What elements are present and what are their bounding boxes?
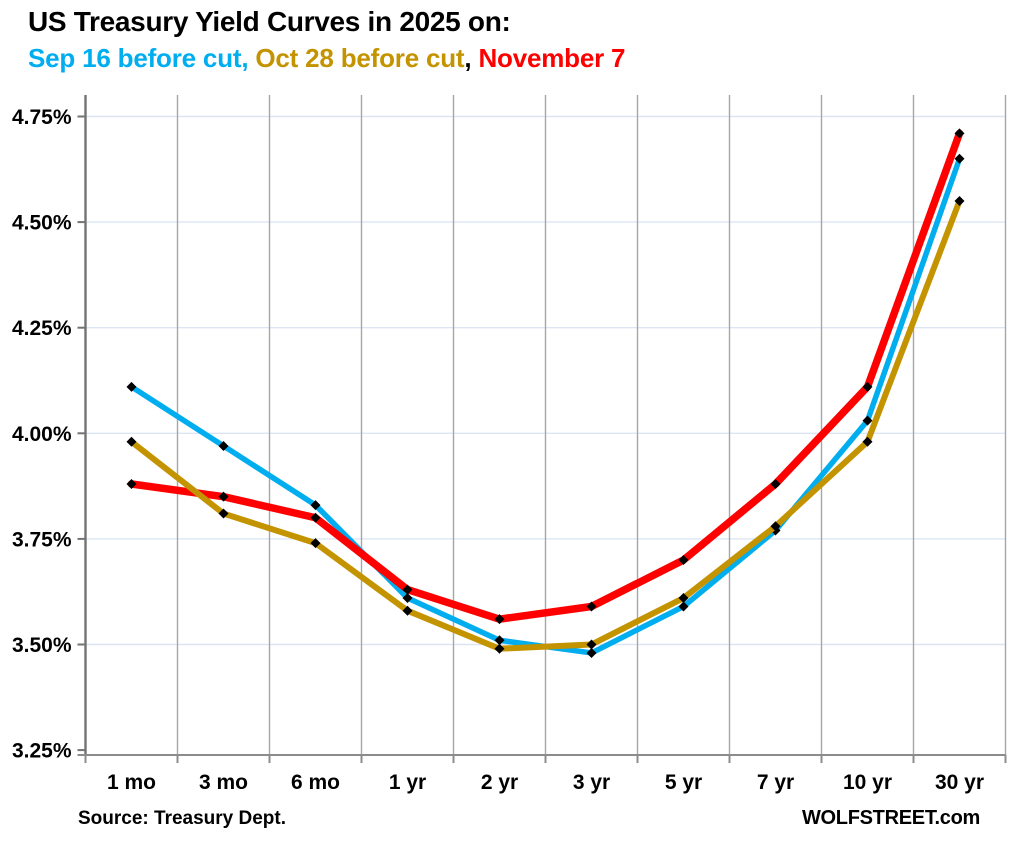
data-point-marker [586, 647, 597, 658]
data-point-marker [126, 436, 137, 447]
y-axis-label: 3.75% [12, 528, 72, 551]
data-point-marker [954, 128, 965, 139]
data-point-marker [402, 605, 413, 616]
data-point-marker [310, 538, 321, 549]
data-point-marker [218, 440, 229, 451]
chart-subtitle-legend: Sep 16 before cut, Oct 28 before cut, No… [28, 43, 625, 74]
source-label: Source: Treasury Dept. [78, 808, 287, 829]
x-axis-label: 3 mo [199, 771, 248, 794]
chart-title: US Treasury Yield Curves in 2025 on: [28, 6, 511, 37]
x-axis-label: 1 mo [107, 771, 156, 794]
y-axis-label: 4.50% [12, 212, 72, 235]
x-axis-label: 6 mo [291, 771, 340, 794]
subtitle-segment-3: November 7 [471, 43, 626, 73]
data-point-marker [494, 643, 505, 654]
data-point-marker [494, 635, 505, 646]
y-axis-label: 4.75% [12, 106, 72, 129]
y-axis-label: 3.25% [12, 740, 72, 763]
data-point-marker [770, 521, 781, 532]
data-point-marker [678, 601, 689, 612]
data-point-marker [954, 153, 965, 164]
x-axis-label: 10 yr [843, 771, 892, 794]
subtitle-segment-2: , [464, 43, 472, 73]
x-axis-label: 7 yr [757, 771, 794, 794]
data-point-marker [218, 491, 229, 502]
data-point-marker [770, 478, 781, 489]
data-point-marker [862, 436, 873, 447]
data-point-marker [586, 639, 597, 650]
series-line-2 [127, 129, 964, 623]
x-axis-label: 30 yr [935, 771, 984, 794]
subtitle-segment-0: Sep 16 before cut, [28, 43, 249, 73]
data-point-marker [678, 555, 689, 566]
data-point-marker [678, 593, 689, 604]
data-point-marker [218, 508, 229, 519]
x-axis-label: 1 yr [389, 771, 426, 794]
data-point-marker [126, 381, 137, 392]
data-point-marker [402, 593, 413, 604]
data-point-marker [126, 478, 137, 489]
y-axis-label: 4.00% [12, 423, 72, 446]
data-point-marker [586, 601, 597, 612]
y-axis-label: 4.25% [12, 317, 72, 340]
data-point-marker [494, 614, 505, 625]
x-axis-label: 5 yr [665, 771, 702, 794]
y-axis-label: 3.50% [12, 634, 72, 657]
data-point-marker [862, 381, 873, 392]
data-point-marker [310, 500, 321, 511]
data-point-marker [954, 195, 965, 206]
subtitle-segment-1: Oct 28 before cut [248, 43, 465, 73]
data-point-marker [862, 415, 873, 426]
data-point-marker [310, 512, 321, 523]
data-point-marker [402, 584, 413, 595]
x-axis-label: 3 yr [573, 771, 610, 794]
series-line-1 [128, 197, 963, 652]
x-axis-label: 2 yr [481, 771, 518, 794]
wolfstreet-brand-label: WOLFSTREET.com [801, 807, 980, 829]
